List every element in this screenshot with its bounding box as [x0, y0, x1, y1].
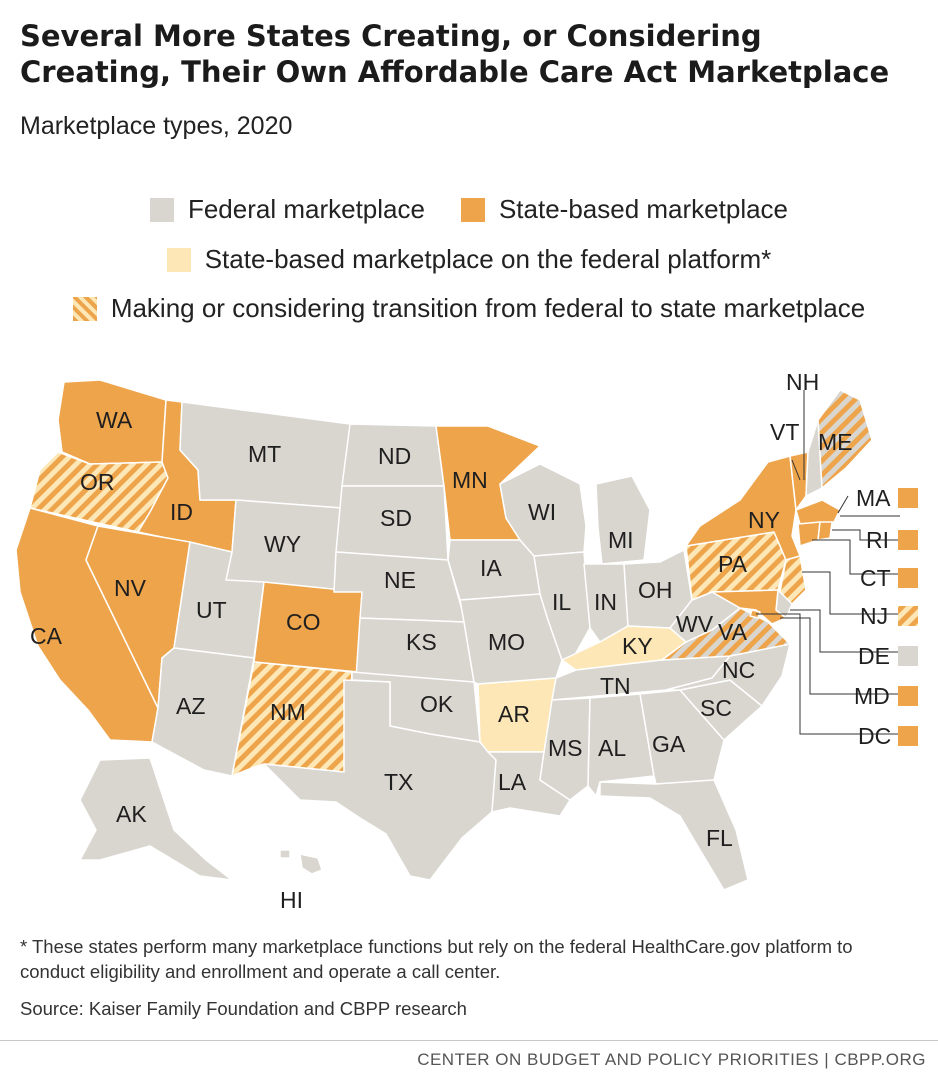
state-ME	[817, 389, 873, 489]
legend-federal-swatch	[149, 197, 174, 222]
us-map: WA OR CA ID NV MT WY UT AZ CO NM ND SD N…	[15, 369, 918, 913]
legend-transition-label: Making or considering transition from fe…	[110, 293, 866, 323]
label-IA: IA	[480, 555, 502, 581]
state-NJ	[779, 555, 807, 605]
callout-CT-swatch	[898, 568, 918, 588]
callout-MD-swatch	[898, 686, 918, 706]
legend-platform-swatch	[166, 247, 191, 272]
legend-transition: Making or considering transition from fe…	[72, 293, 866, 324]
footnote: * These states perform many marketplace …	[20, 936, 853, 982]
label-GA: GA	[652, 731, 686, 757]
label-TX: TX	[384, 769, 413, 795]
label-ME: ME	[818, 429, 853, 455]
callout-CT-label: CT	[860, 565, 891, 591]
state-MD	[711, 589, 787, 625]
label-WV: WV	[676, 611, 714, 637]
callout-DE-label: DE	[858, 643, 890, 669]
label-FL: FL	[706, 825, 733, 851]
state-CT	[797, 521, 821, 547]
legend-state: State-based marketplace	[460, 194, 789, 225]
label-NV: NV	[114, 575, 147, 601]
label-MS: MS	[548, 735, 583, 761]
label-OH: OH	[638, 577, 673, 603]
callout-DC-swatch	[898, 726, 918, 746]
legend-row-3: Making or considering transition from fe…	[0, 293, 938, 324]
label-NH: NH	[786, 369, 819, 395]
label-ID: ID	[170, 499, 193, 525]
label-MO: MO	[488, 629, 525, 655]
callout-MA-label: MA	[856, 485, 891, 511]
legend-federal: Federal marketplace	[149, 194, 425, 225]
label-SD: SD	[380, 505, 412, 531]
label-CO: CO	[286, 609, 321, 635]
label-OR: OR	[80, 469, 115, 495]
legend-state-label: State-based marketplace	[498, 194, 789, 224]
label-KY: KY	[622, 633, 653, 659]
label-NE: NE	[384, 567, 416, 593]
callout-RI-label: RI	[866, 527, 889, 553]
footer-divider	[0, 1040, 938, 1041]
label-OK: OK	[420, 691, 454, 717]
label-NM: NM	[270, 699, 306, 725]
callout-NJ-label: NJ	[860, 603, 888, 629]
label-AL: AL	[598, 735, 626, 761]
label-AK: AK	[116, 801, 147, 827]
label-NY: NY	[748, 507, 780, 533]
state-HI	[299, 853, 323, 875]
label-MN: MN	[452, 467, 488, 493]
state-FL	[599, 779, 749, 891]
label-MI: MI	[608, 527, 634, 553]
label-WA: WA	[96, 407, 133, 433]
legend-row-2: State-based marketplace on the federal p…	[0, 244, 938, 275]
state-NC	[665, 643, 791, 707]
label-CA: CA	[30, 623, 63, 649]
label-UT: UT	[196, 597, 227, 623]
state-NY	[685, 455, 801, 561]
state-MA	[795, 499, 841, 525]
label-AZ: AZ	[176, 693, 205, 719]
legend-platform-label: State-based marketplace on the federal p…	[204, 244, 772, 274]
callout-MD-label: MD	[854, 683, 890, 709]
label-NC: NC	[722, 657, 755, 683]
label-SC: SC	[700, 695, 732, 721]
label-PA: PA	[718, 551, 748, 577]
callout-DE-swatch	[898, 646, 918, 666]
credit: CENTER ON BUDGET AND POLICY PRIORITIES |…	[417, 1050, 926, 1069]
callout-DC-label: DC	[858, 723, 891, 749]
label-LA: LA	[498, 769, 527, 795]
source: Source: Kaiser Family Foundation and CBP…	[20, 998, 467, 1019]
chart-title: Several More States Creating, or Conside…	[20, 19, 890, 89]
legend-row-1: Federal marketplace State-based marketpl…	[0, 194, 938, 225]
state-HI-2	[279, 849, 291, 859]
label-IL: IL	[552, 589, 571, 615]
callout-NJ-swatch	[898, 606, 918, 626]
callout-MA-swatch	[898, 488, 918, 508]
state-RI	[817, 521, 833, 541]
state-MI	[595, 475, 651, 565]
legend-state-swatch	[460, 197, 485, 222]
label-TN: TN	[600, 673, 631, 699]
legend-platform: State-based marketplace on the federal p…	[166, 244, 772, 275]
callout-RI-swatch	[898, 530, 918, 550]
label-MT: MT	[248, 441, 281, 467]
label-AR: AR	[498, 701, 530, 727]
label-HI: HI	[280, 887, 303, 913]
state-AK	[79, 757, 233, 881]
label-IN: IN	[594, 589, 617, 615]
legend-transition-swatch	[72, 296, 97, 321]
label-WI: WI	[528, 499, 556, 525]
label-VT: VT	[770, 419, 799, 445]
label-ND: ND	[378, 443, 411, 469]
chart-subtitle: Marketplace types, 2020	[20, 112, 293, 140]
state-DC	[749, 609, 761, 619]
label-KS: KS	[406, 629, 437, 655]
state-TX	[263, 679, 497, 881]
label-WY: WY	[264, 531, 301, 557]
legend-federal-label: Federal marketplace	[187, 194, 425, 224]
label-VA: VA	[718, 619, 748, 645]
